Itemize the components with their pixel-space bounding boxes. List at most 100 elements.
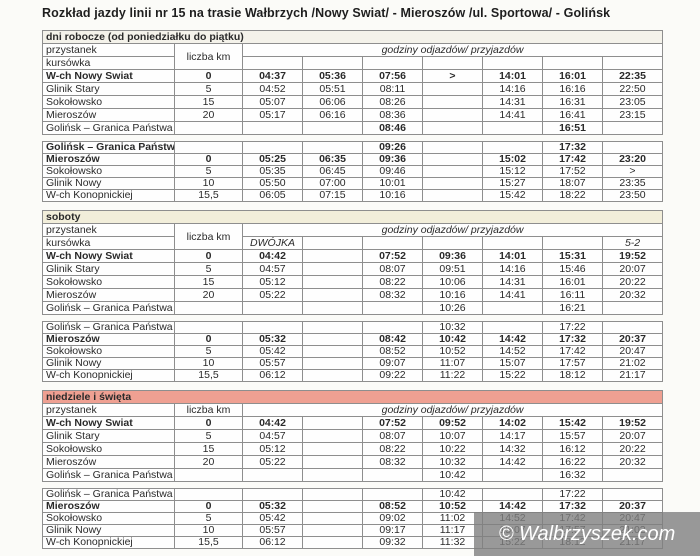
- time-cell: 05:12: [242, 275, 303, 289]
- kursowka-label-cell: [602, 56, 663, 70]
- time-cell: [242, 121, 303, 135]
- time-cell: 17:22: [542, 488, 603, 501]
- column-header-liczba-km: liczba km: [174, 223, 243, 250]
- time-cell: 09:07: [362, 357, 423, 370]
- time-cell: [362, 488, 423, 501]
- kursowka-label-cell: DWÓJKA: [242, 236, 303, 250]
- time-cell: 23:20: [602, 153, 663, 166]
- km-value: [174, 321, 243, 334]
- section-header-bar: dni robocze (od poniedziałku do piątku): [42, 30, 663, 44]
- section-dni-robocze: dni robocze (od poniedziałku do piątku) p…: [42, 30, 700, 202]
- time-cell: [302, 121, 363, 135]
- time-cell: [422, 121, 483, 135]
- time-cell: 14:52: [482, 345, 543, 358]
- time-cell: 06:12: [242, 536, 303, 549]
- time-cell: 11:07: [422, 357, 483, 370]
- timetable-row: Golińsk – Granica Państwa 09:26 17:32: [42, 141, 663, 154]
- station-name: Mieroszów: [42, 288, 175, 302]
- time-cell: 11:22: [422, 369, 483, 382]
- station-name: Mieroszów: [42, 108, 175, 122]
- km-value: 15,5: [174, 536, 243, 549]
- timetable-row: Glinik Nowy 10 05:57 09:07 11:07 15:07 17:57 21…: [42, 357, 663, 370]
- time-cell: 09:26: [362, 141, 423, 154]
- station-name: W-ch Nowy Swiat: [42, 69, 175, 83]
- station-name: Golińsk – Granica Państwa: [42, 301, 175, 315]
- time-cell: 14:41: [482, 108, 543, 122]
- timetable-row: Glinik Stary 5 04:57 08:07 09:51 14:16 15:46 20…: [42, 262, 664, 276]
- time-cell: 16:21: [542, 301, 603, 315]
- time-cell: 08:32: [362, 288, 423, 302]
- time-cell: 20:22: [601, 275, 664, 289]
- time-cell: [482, 301, 543, 315]
- time-cell: [302, 500, 363, 513]
- km-value: 15: [174, 275, 243, 289]
- time-cell: 04:42: [242, 416, 303, 430]
- station-name: Golińsk – Granica Państwa: [42, 488, 175, 501]
- time-cell: 04:57: [242, 262, 303, 276]
- km-value: [174, 141, 243, 154]
- time-cell: 06:05: [242, 189, 303, 202]
- time-cell: 09:46: [362, 165, 423, 178]
- km-value: 5: [174, 82, 243, 96]
- niedziele-table-1: niedziele i święta przystanek liczba km god…: [41, 390, 664, 482]
- time-cell: 16:01: [542, 275, 603, 289]
- time-cell: 05:22: [242, 288, 303, 302]
- km-value: 15: [174, 442, 243, 456]
- time-cell: 09:52: [422, 416, 483, 430]
- timetable-row: Sokołowsko 15 05:12 08:22 10:22 14:32 16:12 20:…: [42, 442, 664, 456]
- time-cell: 10:26: [422, 301, 483, 315]
- kursowka-label-cell: [242, 56, 303, 70]
- time-cell: [242, 488, 303, 501]
- time-cell: 14:32: [482, 442, 543, 456]
- time-cell: [302, 416, 363, 430]
- time-cell: 10:01: [362, 177, 423, 190]
- time-cell: 07:52: [362, 416, 423, 430]
- time-cell: 08:22: [362, 275, 423, 289]
- time-cell: 16:32: [542, 468, 603, 482]
- column-header-liczba-km: liczba km: [174, 403, 243, 417]
- time-cell: [362, 301, 423, 315]
- soboty-table-2: Golińsk – Granica Państwa 10:32 17:22 Miero…: [42, 321, 663, 382]
- time-cell: 15:02: [482, 153, 543, 166]
- station-name: Sokołowsko: [42, 512, 175, 525]
- timetable-row: Sokołowsko 15 05:07 06:06 08:26 14:31 16:31 23:…: [42, 95, 663, 109]
- time-cell: 14:42: [482, 500, 543, 513]
- time-cell: 15:27: [482, 177, 543, 190]
- time-cell: 05:32: [242, 500, 303, 513]
- time-cell: 05:35: [242, 165, 303, 178]
- time-cell: 15:22: [482, 369, 543, 382]
- kursowka-label-cell: [362, 56, 423, 70]
- time-cell: [482, 121, 543, 135]
- column-header-godziny: godziny odjazdów/ przyjazdów: [241, 403, 664, 417]
- time-cell: [422, 153, 483, 166]
- timetable-row: Golińsk – Granica Państwa 10:26 16:21: [42, 301, 664, 315]
- time-cell: 05:51: [302, 82, 363, 96]
- time-cell: [422, 95, 483, 109]
- time-cell: [302, 369, 363, 382]
- station-name: Golińsk – Granica Państwa: [42, 468, 175, 482]
- time-cell: 09:22: [362, 369, 423, 382]
- time-cell: [602, 488, 663, 501]
- km-value: [174, 121, 243, 135]
- time-cell: 10:42: [422, 488, 483, 501]
- time-cell: 07:00: [302, 177, 363, 190]
- km-value: 0: [174, 416, 243, 430]
- time-cell: 08:52: [362, 345, 423, 358]
- time-cell: 08:07: [362, 429, 423, 443]
- time-cell: [302, 468, 363, 482]
- time-cell: 16:01: [542, 69, 603, 83]
- station-name: Sokołowsko: [42, 275, 175, 289]
- time-cell: 06:45: [302, 165, 363, 178]
- timetable-row: Golińsk – Granica Państwa 08:46 16:51: [42, 121, 663, 135]
- time-cell: [422, 189, 483, 202]
- time-cell: 10:07: [422, 429, 483, 443]
- kursowka-label-cell: [482, 56, 543, 70]
- section-soboty: soboty przystanek liczba km godziny odjazdó…: [41, 210, 700, 382]
- time-cell: [302, 455, 363, 469]
- station-name: Glinik Stary: [42, 262, 175, 276]
- time-cell: [422, 108, 483, 122]
- time-cell: 15:31: [542, 249, 603, 263]
- time-cell: 17:42: [542, 345, 603, 358]
- time-cell: 17:42: [542, 153, 603, 166]
- time-cell: 16:31: [542, 95, 603, 109]
